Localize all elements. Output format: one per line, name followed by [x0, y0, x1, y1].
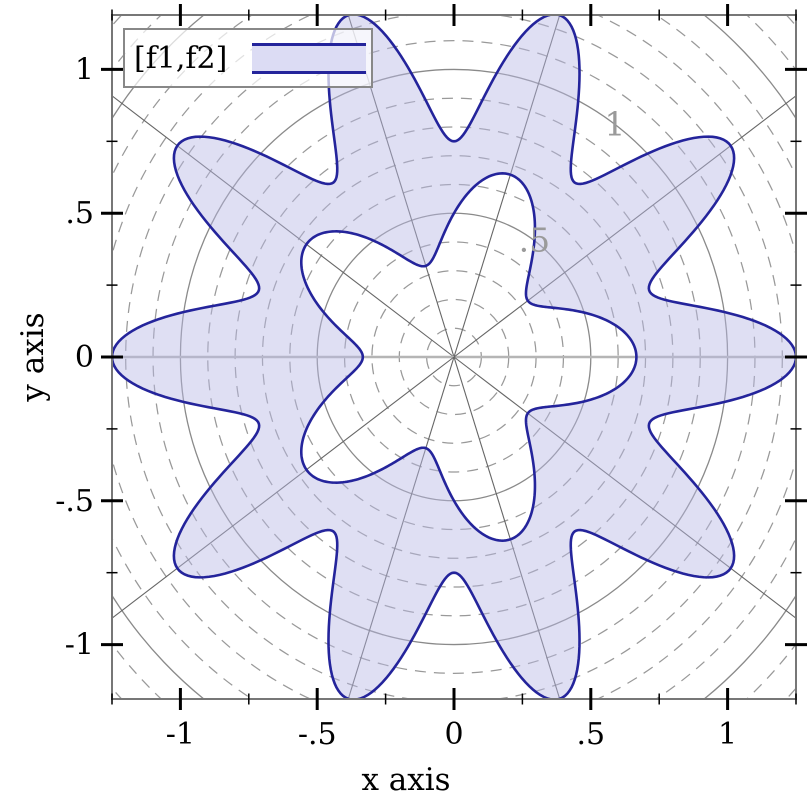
- f1-curve: [299, 172, 638, 542]
- radial-line: [347, 15, 455, 358]
- radial-line: [453, 356, 796, 619]
- radial-line: [112, 356, 455, 619]
- radial-line: [453, 95, 796, 358]
- y-tick-label: -.5: [55, 484, 94, 519]
- y-tick-label: 1: [75, 52, 94, 87]
- y-tick-label: -1: [65, 628, 94, 663]
- polar-radius-label: 1: [604, 104, 625, 143]
- x-tick-label: 1: [718, 717, 737, 752]
- radial-line: [112, 95, 455, 358]
- polar-radius-label: .5: [519, 221, 551, 260]
- legend-swatch: [252, 42, 366, 74]
- y-tick-label: .5: [65, 196, 94, 231]
- y-axis-title: y axis: [15, 312, 51, 402]
- interval-fill: [112, 15, 796, 699]
- x-tick-label: .5: [576, 717, 605, 752]
- legend-box: [f1,f2]: [123, 28, 373, 88]
- x-tick-label: 0: [444, 717, 463, 752]
- x-tick-label: -.5: [298, 717, 337, 752]
- radial-line: [453, 15, 561, 358]
- x-axis-title: x axis: [361, 762, 451, 798]
- x-tick-label: -1: [166, 717, 195, 752]
- y-tick-label: 0: [75, 340, 94, 375]
- f2-curve: [112, 15, 796, 699]
- radial-line: [347, 356, 455, 699]
- radial-line: [453, 356, 561, 699]
- legend-label: [f1,f2]: [134, 40, 228, 76]
